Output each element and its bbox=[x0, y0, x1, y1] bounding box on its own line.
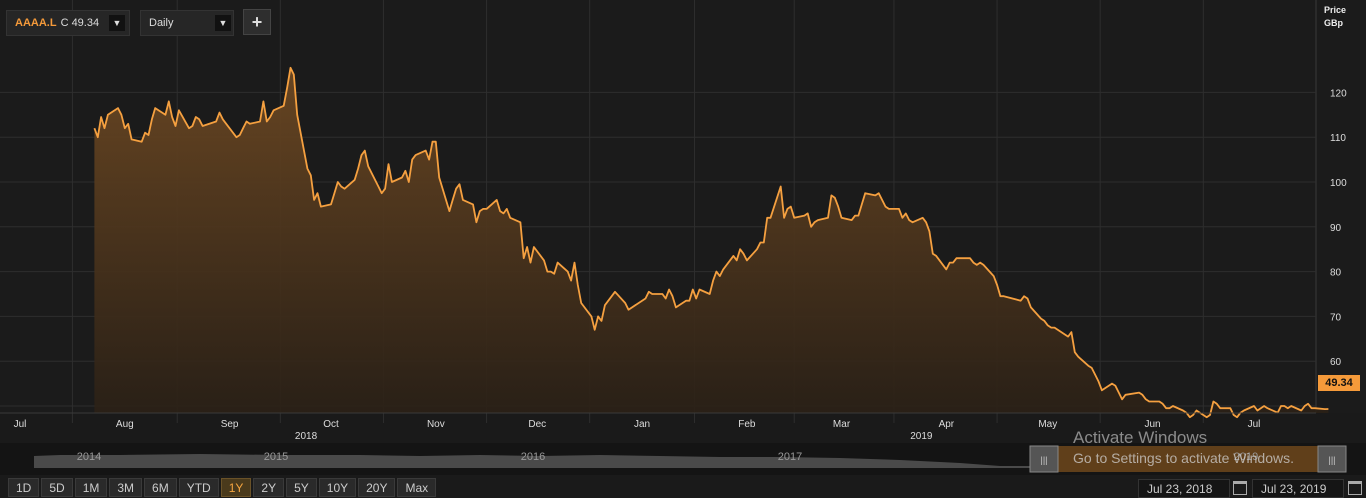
range-button-1y[interactable]: 1Y bbox=[220, 478, 252, 497]
y-axis-title-line1: Price bbox=[1324, 5, 1347, 15]
close-price-label: C 49.34 bbox=[60, 17, 100, 29]
y-axis-title-line2: GBp bbox=[1324, 18, 1343, 28]
navigator-year-label: 2019 bbox=[1234, 451, 1258, 463]
x-year-label: 2018 bbox=[295, 431, 318, 442]
x-axis: Jul Aug Sep Oct Nov Dec Jan Feb Mar Apr May Jun Jul 2… bbox=[14, 419, 1261, 442]
end-date-field[interactable]: Jul 23, 2019 bbox=[1252, 479, 1344, 498]
navigator-year-label: 2014 bbox=[77, 451, 101, 463]
range-buttons: 1D 5D 1M 3M 6M YTD 1Y 2Y 5Y 10Y 20Y Max bbox=[8, 478, 437, 498]
navigator-left-grip: ||| bbox=[1040, 455, 1047, 465]
start-date-field[interactable]: Jul 23, 2018 bbox=[1138, 479, 1230, 498]
y-tick-label: 70 bbox=[1330, 312, 1342, 323]
range-button-5y[interactable]: 5Y bbox=[286, 478, 317, 497]
range-button-10y[interactable]: 10Y bbox=[318, 478, 357, 497]
last-price-tag: 49.34 bbox=[1318, 375, 1360, 391]
plot-series bbox=[93, 66, 1329, 419]
navigator-left-handle bbox=[1029, 445, 1059, 473]
x-month-label: May bbox=[1038, 419, 1057, 430]
watermark-subtitle: Go to Settings to activate Windows. bbox=[1073, 450, 1294, 466]
end-calendar-icon[interactable] bbox=[1348, 481, 1362, 495]
y-tick-label: 120 bbox=[1330, 88, 1347, 99]
symbol-dropdown-icon[interactable]: ▼ bbox=[109, 15, 125, 31]
x-month-label: Jul bbox=[14, 419, 27, 430]
x-month-label: Jul bbox=[1248, 419, 1261, 430]
range-button-max[interactable]: Max bbox=[397, 478, 437, 497]
x-month-label: Oct bbox=[323, 419, 339, 430]
navigator-right-handle bbox=[1317, 445, 1347, 473]
y-tick-label: 80 bbox=[1330, 268, 1342, 279]
price-area bbox=[94, 67, 1329, 418]
range-button-ytd[interactable]: YTD bbox=[178, 478, 219, 497]
x-month-label: Feb bbox=[738, 419, 756, 430]
range-button-5d[interactable]: 5D bbox=[41, 478, 73, 497]
x-month-label: Aug bbox=[116, 419, 134, 430]
x-month-label: Sep bbox=[221, 419, 239, 430]
range-button-6m[interactable]: 6M bbox=[144, 478, 177, 497]
x-month-label: Dec bbox=[528, 419, 546, 430]
x-month-label: Jun bbox=[1145, 419, 1161, 430]
x-month-label: Apr bbox=[939, 419, 955, 430]
range-button-1d[interactable]: 1D bbox=[8, 478, 40, 497]
period-label: Daily bbox=[149, 17, 174, 29]
navigator-year-label: 2017 bbox=[778, 451, 802, 463]
add-symbol-button[interactable]: + bbox=[243, 9, 271, 35]
activation-watermark: Activate Windows Go to Settings to activ… bbox=[1073, 428, 1294, 466]
range-button-2y[interactable]: 2Y bbox=[253, 478, 285, 497]
navigator-silhouette bbox=[34, 454, 1030, 468]
navigator-window bbox=[1030, 446, 1318, 472]
y-tick-label: 110 bbox=[1330, 133, 1346, 144]
x-month-label: Mar bbox=[833, 419, 851, 430]
range-button-20y[interactable]: 20Y bbox=[358, 478, 396, 497]
y-axis: 60 70 80 90 100 110 120 bbox=[1330, 88, 1347, 368]
x-year-label: 2019 bbox=[910, 431, 933, 442]
y-axis-title: Price GBp bbox=[1324, 4, 1346, 30]
x-month-label: Jan bbox=[634, 419, 650, 430]
watermark-title: Activate Windows bbox=[1073, 428, 1208, 447]
y-axis-panel bbox=[1316, 0, 1366, 413]
navigator-right-grip: ||| bbox=[1328, 455, 1335, 465]
period-dropdown-icon[interactable]: ▼ bbox=[215, 15, 231, 31]
y-tick-label: 90 bbox=[1330, 223, 1342, 234]
navigator-year-label: 2015 bbox=[264, 451, 288, 463]
range-button-3m[interactable]: 3M bbox=[109, 478, 143, 497]
x-month-label: Nov bbox=[427, 419, 445, 430]
navigator[interactable]: ||| ||| 2014 2015 2016 2017 2019 bbox=[34, 445, 1347, 473]
price-line bbox=[93, 66, 1329, 419]
navigator-year-label: 2016 bbox=[521, 451, 545, 463]
y-tick-label: 100 bbox=[1330, 178, 1347, 189]
y-tick-label: 60 bbox=[1330, 357, 1342, 368]
start-calendar-icon[interactable] bbox=[1233, 481, 1247, 495]
range-button-1m[interactable]: 1M bbox=[74, 478, 108, 497]
ticker-label: AAAA.L bbox=[15, 17, 57, 29]
